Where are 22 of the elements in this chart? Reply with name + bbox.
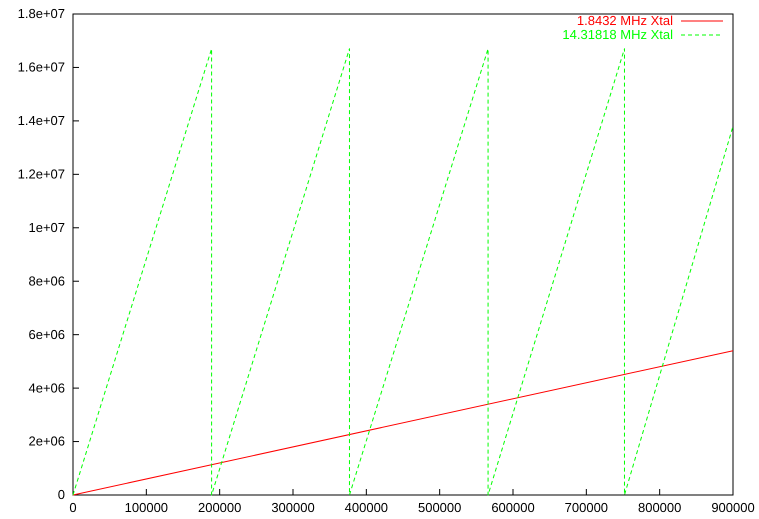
y-tick-label: 0 (58, 487, 65, 502)
x-tick-label: 200000 (198, 500, 242, 516)
legend-label: 14.31818 MHz Xtal (562, 27, 674, 42)
x-tick-label: 0 (69, 500, 77, 516)
x-tick-label: 500000 (418, 500, 462, 516)
x-tick-label: 800000 (638, 500, 682, 516)
x-tick-label: 400000 (344, 500, 388, 516)
y-tick-label: 1.4e+07 (18, 113, 65, 128)
x-tick-label: 600000 (491, 500, 535, 516)
y-tick-label: 8e+06 (28, 273, 65, 288)
y-tick-label: 4e+06 (28, 380, 65, 396)
x-tick-label: 700000 (564, 500, 608, 516)
y-tick-label: 1.8e+07 (18, 6, 65, 22)
y-tick-label: 6e+06 (28, 326, 65, 342)
y-tick-label: 2e+06 (28, 434, 65, 449)
legend-label: 1.8432 MHz Xtal (576, 13, 674, 28)
y-tick-label: 1e+07 (28, 220, 65, 235)
y-tick-label: 1.6e+07 (18, 60, 65, 75)
x-tick-label: 100000 (124, 500, 168, 516)
x-tick-label: 900000 (711, 500, 755, 516)
y-tick-label: 1.2e+07 (18, 166, 65, 182)
x-tick-label: 300000 (271, 500, 315, 516)
